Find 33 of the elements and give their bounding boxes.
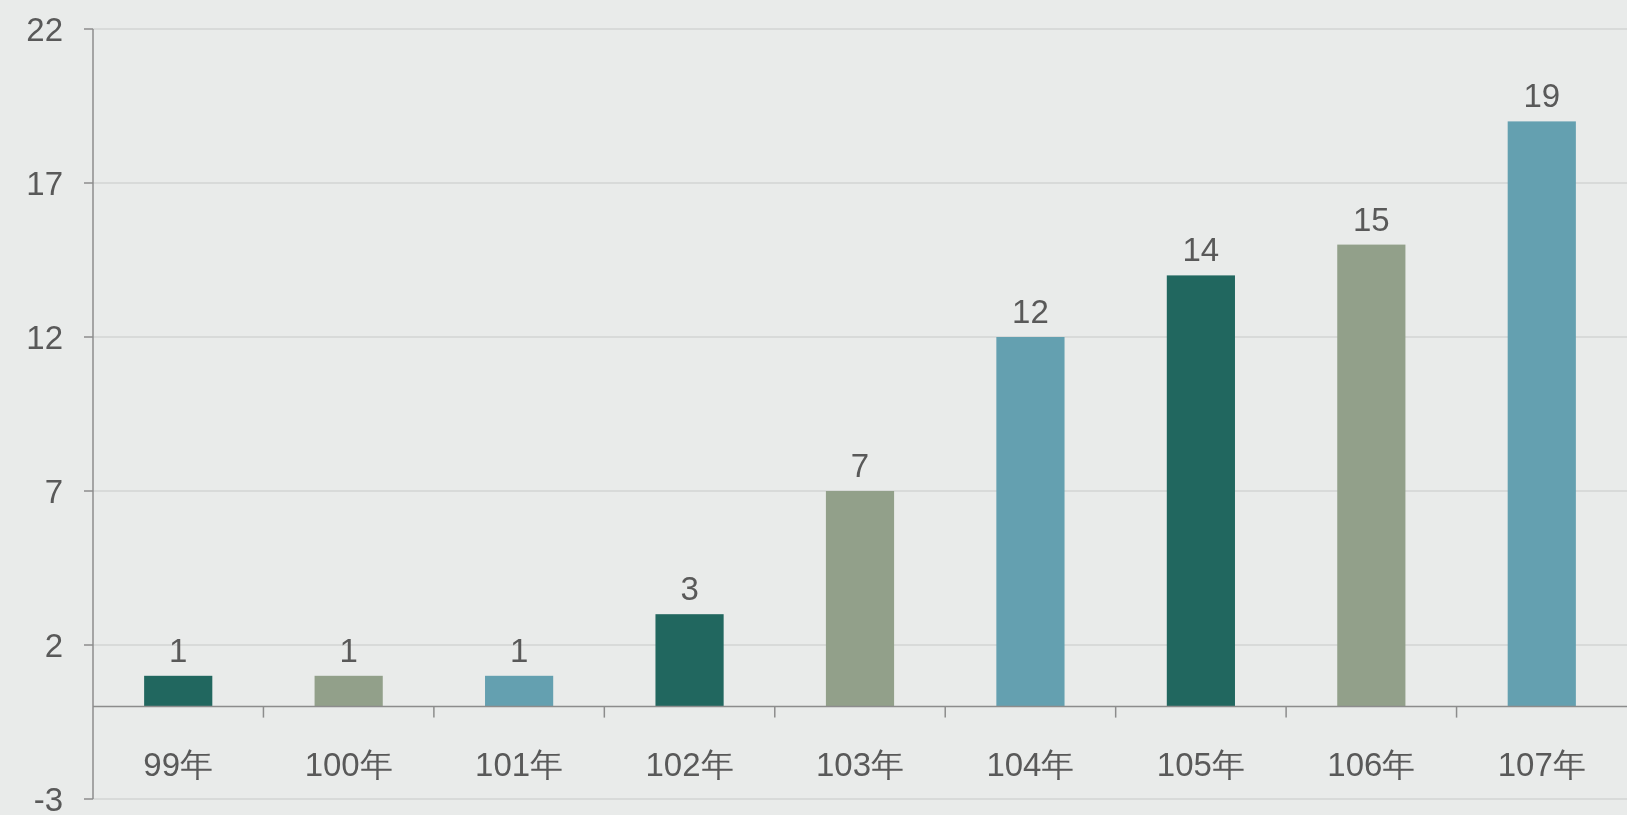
data-label: 19	[1523, 77, 1561, 115]
x-tick-label: 107年	[1497, 745, 1586, 783]
y-tick-label: 17	[26, 165, 63, 202]
bar	[485, 675, 554, 707]
x-tick-label: 99年	[143, 745, 214, 783]
data-label: 1	[339, 631, 358, 669]
x-tick-label: 106年	[1327, 745, 1416, 783]
y-tick-label: 7	[44, 473, 63, 510]
data-label: 15	[1352, 200, 1390, 238]
bar	[996, 337, 1065, 707]
x-tick-label: 104年	[986, 745, 1075, 783]
x-tick-label: 103年	[815, 745, 905, 783]
bar	[825, 491, 895, 707]
y-tick-label: -3	[33, 781, 63, 815]
bar	[655, 614, 724, 707]
x-tick-label: 101年	[475, 745, 564, 783]
data-label: 12	[1012, 293, 1049, 330]
y-tick-label: 12	[26, 319, 63, 356]
y-tick-label: 2	[44, 627, 63, 664]
data-label: 7	[850, 447, 870, 484]
bar	[1507, 121, 1576, 707]
data-label: 1	[169, 631, 188, 669]
bar	[314, 675, 383, 707]
y-tick-label: 22	[26, 11, 63, 48]
bar	[144, 675, 213, 707]
bar	[1166, 275, 1235, 707]
data-label: 14	[1182, 231, 1220, 269]
data-label: 1	[509, 631, 529, 669]
x-tick-label: 105年	[1156, 745, 1245, 783]
x-tick-label: 100年	[304, 745, 393, 783]
data-label: 3	[680, 570, 699, 608]
bar	[1337, 244, 1406, 707]
x-tick-label: 102年	[645, 745, 734, 783]
